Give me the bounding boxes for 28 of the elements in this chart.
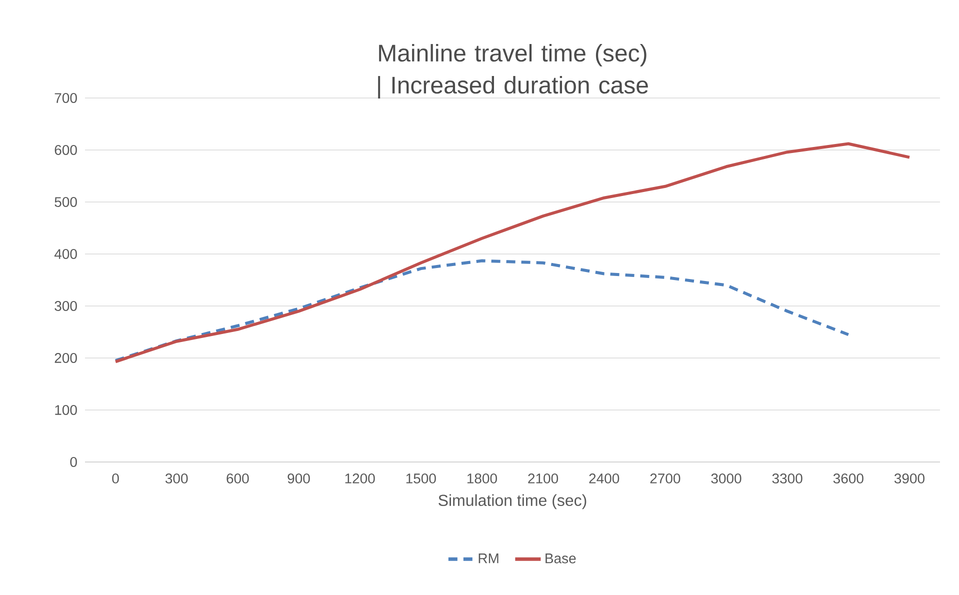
y-tick-label: 400 xyxy=(54,249,77,259)
y-tick-label: 600 xyxy=(54,145,77,155)
chart-title: Mainline travel time (sec) | Increased duration case xyxy=(378,44,648,99)
x-tick-label: 2400 xyxy=(589,474,620,484)
x-tick-label: 1500 xyxy=(406,474,436,484)
x-tick-label: 1800 xyxy=(467,474,497,484)
x-tick-label: 3300 xyxy=(772,474,802,484)
x-tick-label: 600 xyxy=(226,474,249,484)
x-tick-label: 2700 xyxy=(650,474,680,484)
x-tick-label: 300 xyxy=(165,474,188,484)
x-tick-label: 3000 xyxy=(711,474,742,484)
x-tick-label: 0 xyxy=(112,474,119,484)
legend-label: RM xyxy=(478,554,498,564)
y-tick-label: 700 xyxy=(54,93,77,103)
y-tick-label: 100 xyxy=(55,405,77,415)
y-tick-label: 0 xyxy=(70,457,77,467)
x-tick-label: 3900 xyxy=(894,474,924,484)
y-tick-label: 300 xyxy=(54,301,77,311)
x-tick-label: 3600 xyxy=(833,474,864,484)
x-axis-title: Simulation time (sec) xyxy=(438,494,586,510)
x-tick-label: 1200 xyxy=(345,474,375,484)
legend-label: Base xyxy=(546,554,576,564)
x-tick-label: 2100 xyxy=(528,474,558,484)
line-series xyxy=(114,259,850,362)
y-tick-label: 200 xyxy=(54,353,77,363)
x-tick-label: 900 xyxy=(288,474,310,484)
line-series xyxy=(114,142,911,364)
y-tick-label: 500 xyxy=(54,197,77,207)
